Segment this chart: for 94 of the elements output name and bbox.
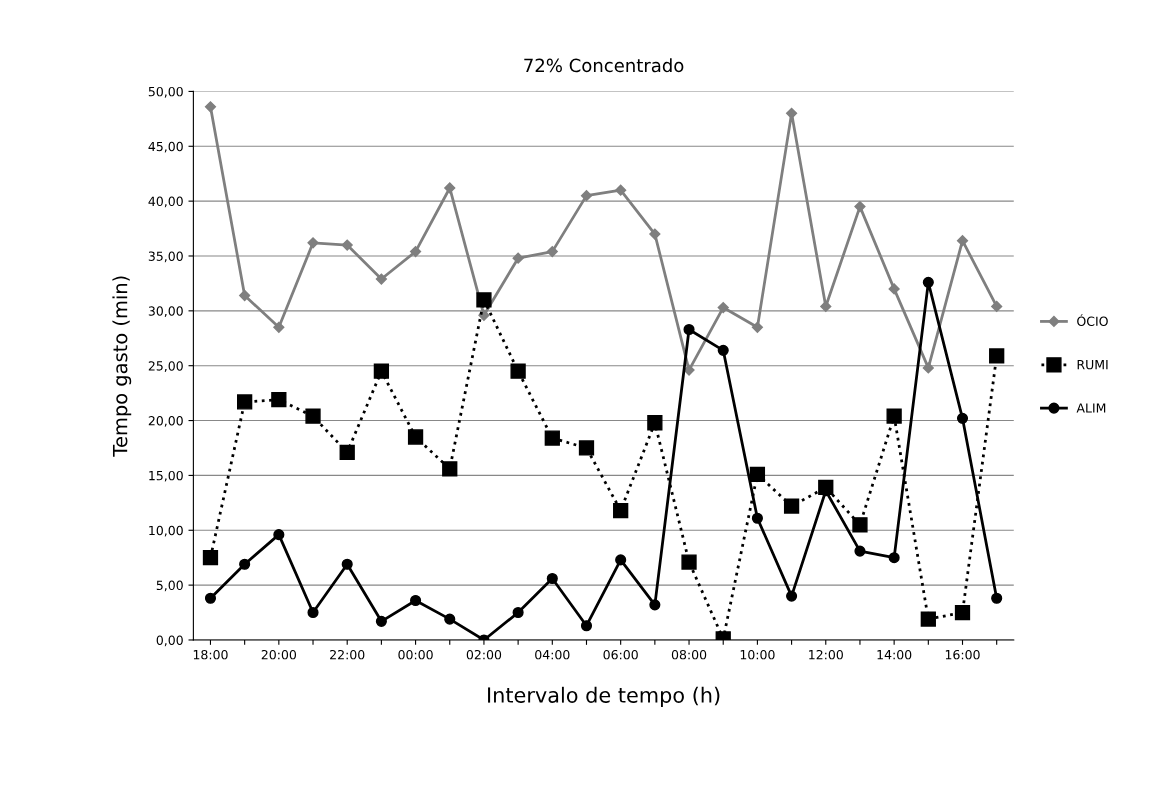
point — [546, 572, 558, 585]
point — [512, 606, 524, 619]
y-tick-label: 10,00 — [149, 525, 183, 537]
y-tick-label: 40,00 — [148, 196, 183, 208]
point — [202, 550, 219, 566]
point — [615, 184, 627, 196]
legend-label: ALIM — [1076, 403, 1106, 413]
point — [854, 545, 866, 557]
point — [852, 517, 868, 533]
x-tick-label: 00:00 — [398, 649, 433, 660]
point — [989, 348, 1005, 364]
x-tick-label: 10:00 — [740, 649, 775, 660]
point — [717, 344, 729, 356]
point — [305, 408, 321, 424]
point — [954, 604, 971, 621]
x-tick-label: 08:00 — [671, 649, 707, 660]
point — [273, 529, 285, 541]
point — [920, 611, 936, 627]
point — [886, 408, 902, 424]
point — [922, 276, 934, 288]
point — [922, 362, 934, 374]
point — [341, 558, 353, 570]
point — [341, 239, 353, 251]
point — [373, 363, 390, 379]
point — [578, 440, 595, 456]
point — [476, 292, 492, 308]
point — [271, 392, 287, 408]
point — [681, 554, 697, 570]
point — [613, 502, 629, 519]
point — [204, 592, 217, 604]
point — [239, 558, 251, 570]
x-tick-label: 06:00 — [603, 649, 638, 660]
point — [339, 444, 355, 461]
point — [512, 252, 524, 264]
point — [649, 228, 661, 240]
x-tick-label: 02:00 — [466, 649, 502, 660]
point — [683, 323, 695, 336]
point — [510, 363, 526, 379]
y-tick-label: 20,00 — [148, 416, 183, 427]
x-tick-label: 12:00 — [809, 649, 843, 660]
point — [991, 592, 1003, 604]
chart-title: 72% Concentrado — [524, 58, 684, 73]
point — [407, 429, 424, 445]
point — [956, 235, 969, 247]
y-tick-label: 30,00 — [148, 306, 183, 318]
y-tick-label: 15,00 — [149, 470, 183, 482]
legend-label: RUMI — [1077, 360, 1108, 370]
y-tick-label: 5,00 — [156, 580, 183, 592]
point — [410, 594, 422, 607]
point — [888, 283, 900, 295]
x-tick-label: 22:00 — [330, 649, 365, 660]
point — [751, 512, 763, 524]
x-tick-label: 20:00 — [261, 649, 297, 660]
x-axis-title: Intervalo de tempo (h) — [488, 686, 720, 707]
x-tick-label: 14:00 — [877, 649, 912, 660]
point — [956, 412, 969, 424]
point — [444, 613, 456, 625]
point — [544, 430, 560, 446]
point — [854, 201, 866, 213]
point — [751, 321, 764, 333]
point — [580, 190, 593, 202]
point — [409, 245, 422, 258]
y-tick-label: 45,00 — [148, 141, 183, 153]
point — [375, 615, 387, 627]
y-tick-label: 0,00 — [156, 635, 183, 647]
y-tick-label: 50,00 — [148, 86, 183, 98]
y-tick-label: 35,00 — [148, 251, 183, 263]
point — [888, 552, 900, 564]
point — [615, 554, 627, 566]
point — [717, 301, 729, 314]
legend-label: ÓCIO — [1077, 314, 1108, 326]
y-tick-label: 25,00 — [148, 361, 183, 372]
x-tick-label: 04:00 — [535, 649, 570, 660]
point — [991, 300, 1003, 313]
point — [375, 273, 387, 285]
point — [580, 620, 593, 632]
point — [239, 289, 251, 302]
point — [647, 415, 663, 431]
point — [546, 245, 558, 258]
point — [442, 461, 458, 477]
point — [749, 466, 766, 482]
point — [649, 599, 661, 611]
point — [307, 237, 319, 249]
y-axis-title: Tempo gasto (min) — [112, 276, 132, 457]
point — [237, 394, 253, 410]
point — [273, 321, 285, 333]
point — [786, 590, 798, 602]
point — [307, 606, 319, 619]
point — [785, 107, 798, 119]
x-tick-label: 16:00 — [945, 649, 980, 660]
point — [204, 101, 217, 113]
x-tick-label: 18:00 — [193, 649, 228, 660]
point — [783, 498, 800, 514]
point — [444, 182, 456, 194]
